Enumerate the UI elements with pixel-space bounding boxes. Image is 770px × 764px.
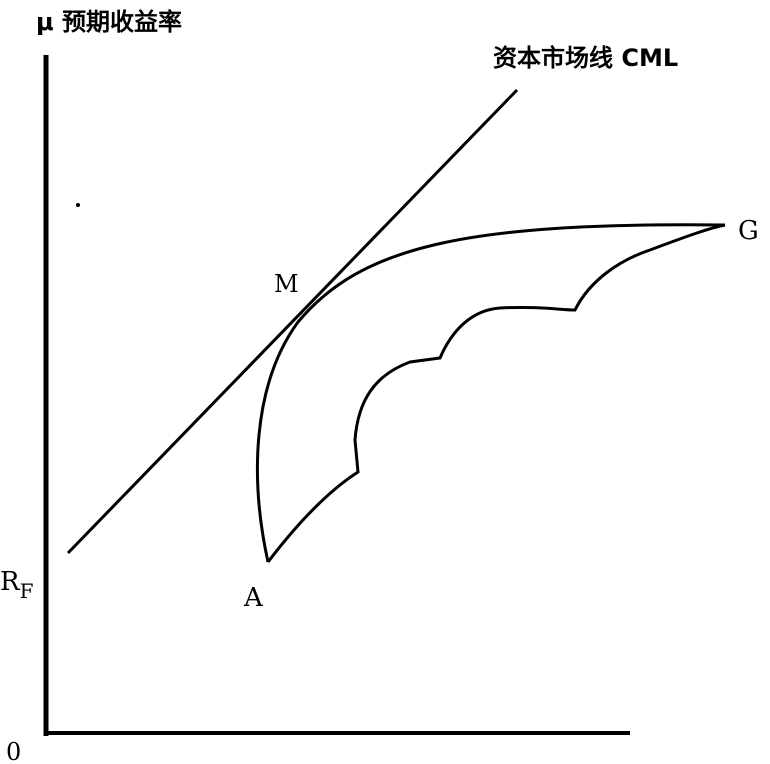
feasible-set-boundary (266, 223, 726, 563)
point-g-label: G (738, 216, 759, 246)
y-axis-label: μ 预期收益率 (36, 8, 182, 36)
origin-label: 0 (6, 738, 21, 764)
efficient-frontier (255, 223, 726, 563)
risk-free-symbol: R (0, 567, 21, 597)
point-m-label: M (274, 270, 299, 298)
risk-free-label: RF (0, 567, 34, 603)
capital-market-line (66, 88, 519, 555)
risk-free-subscript: F (20, 579, 34, 603)
point-a-label: A (243, 583, 264, 613)
cml-label: 资本市场线 CML (493, 44, 678, 72)
dot (76, 203, 80, 207)
